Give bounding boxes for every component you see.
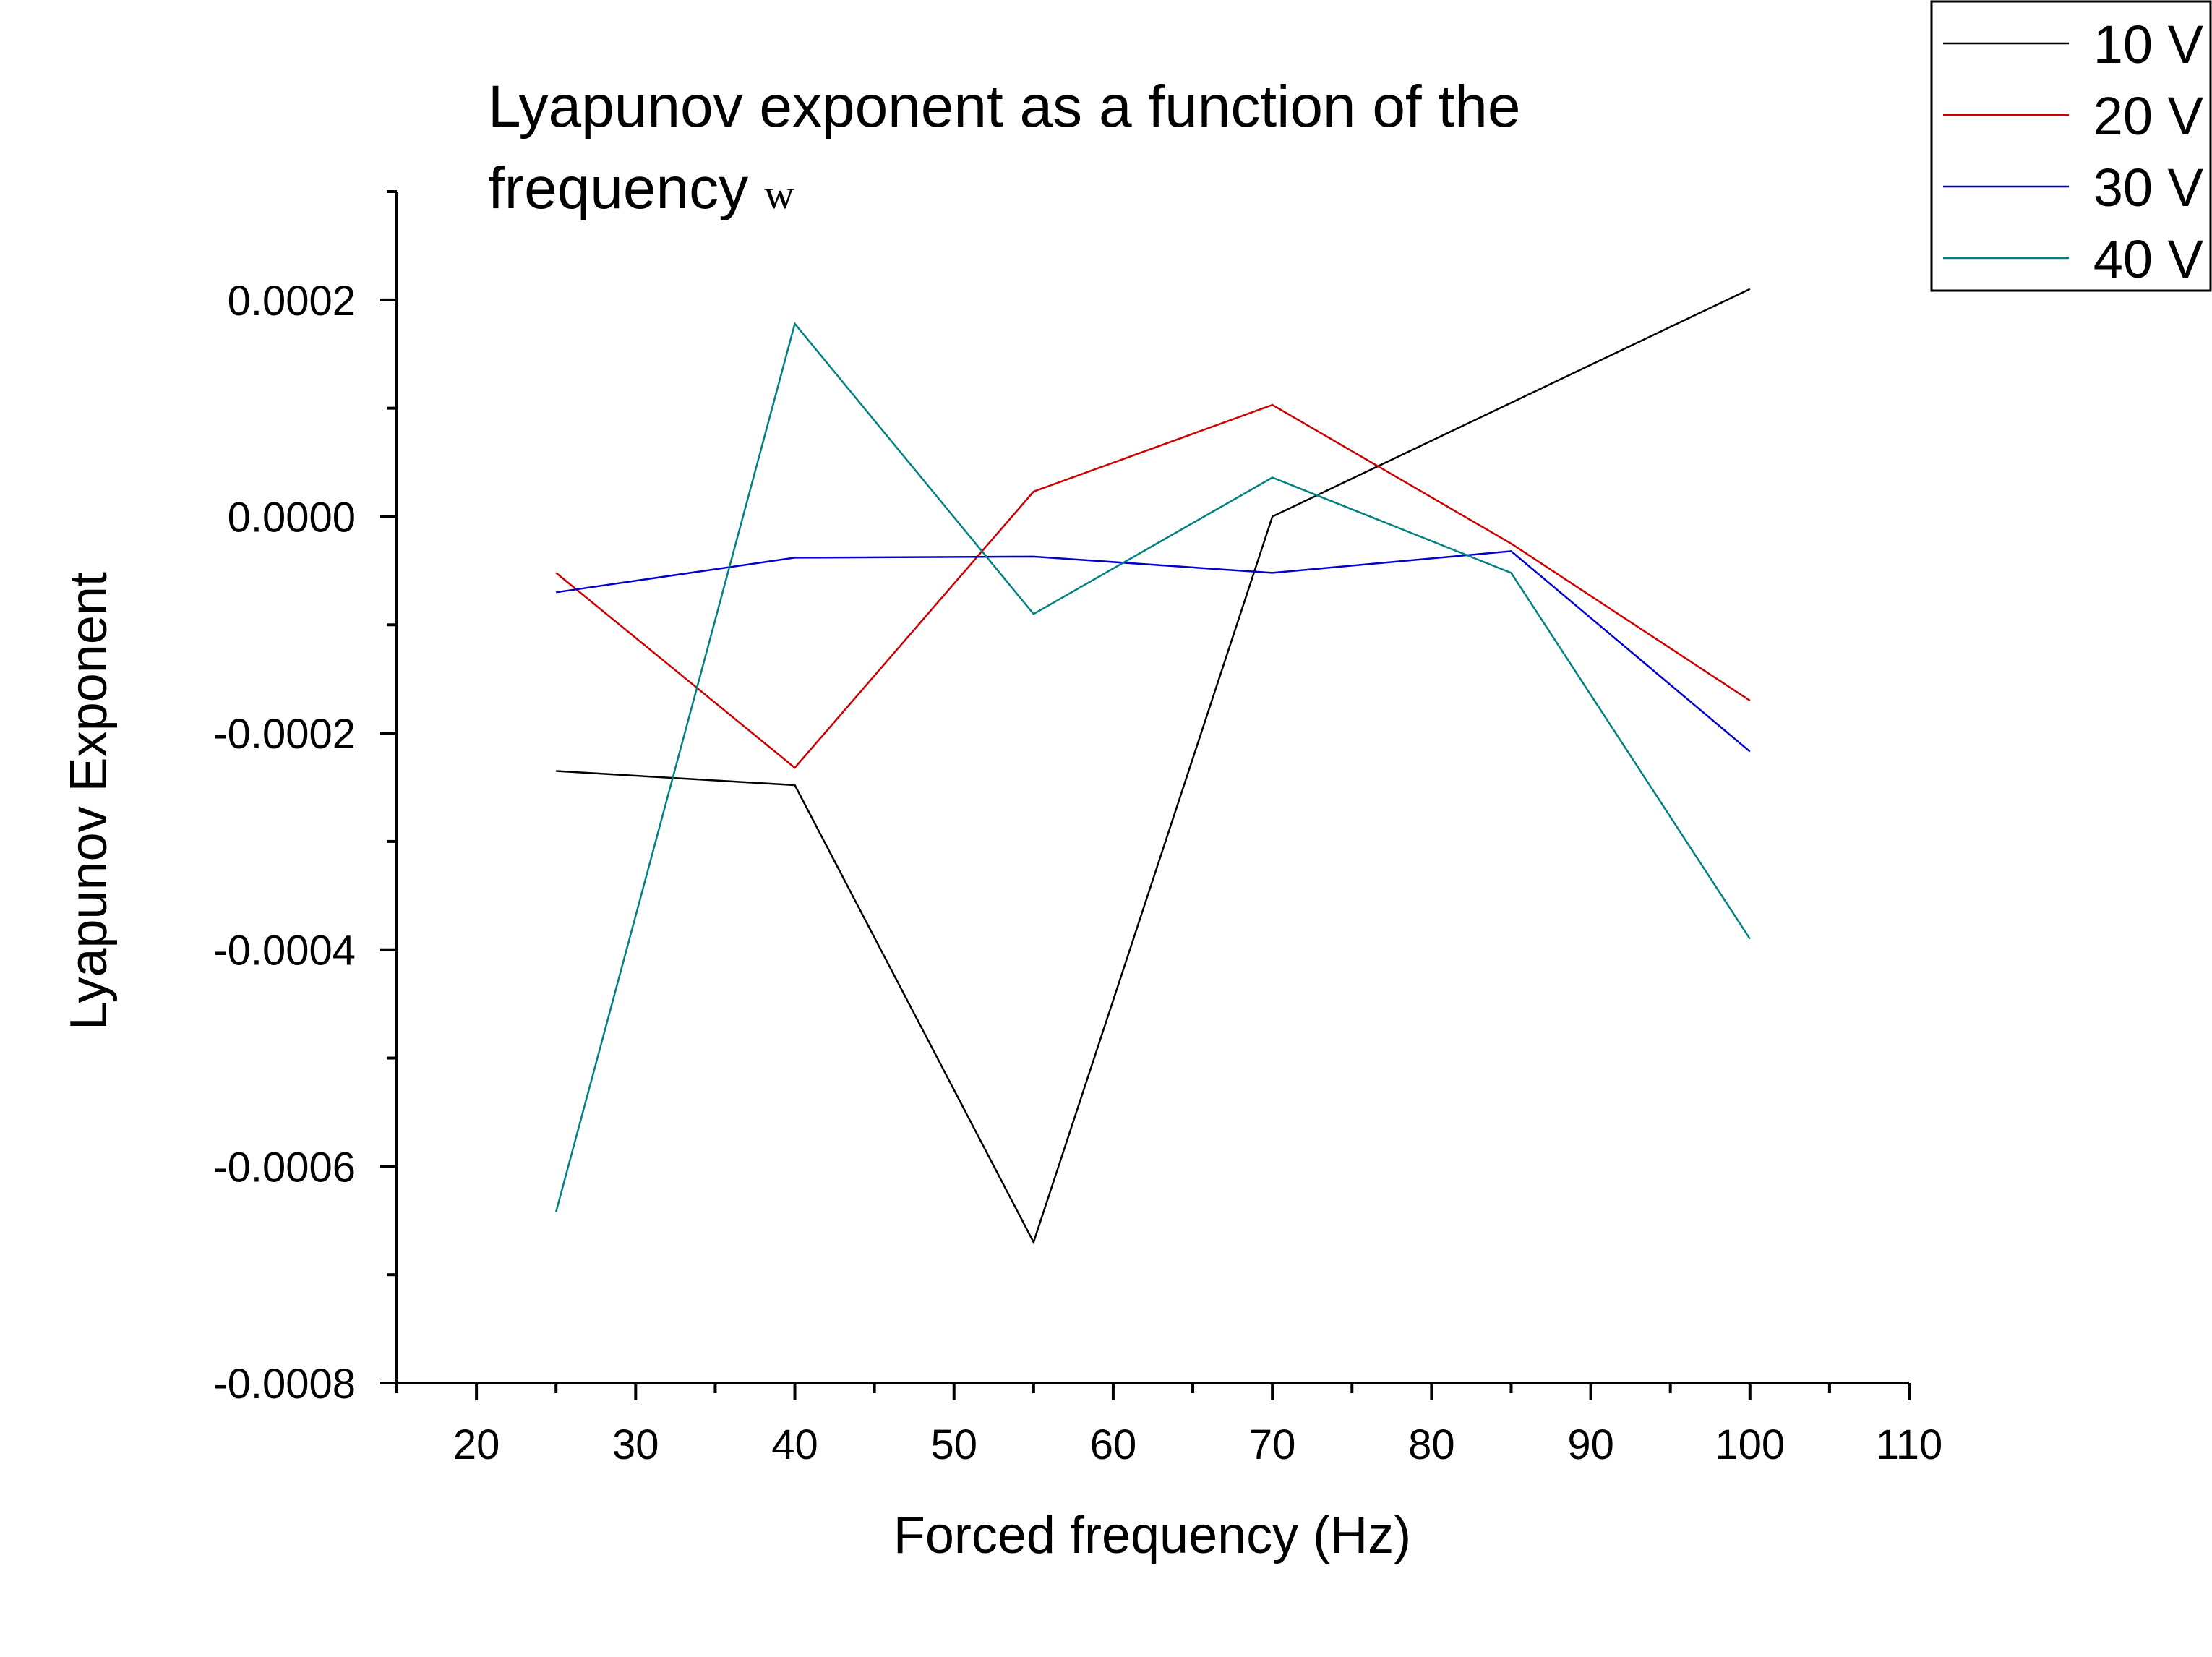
- x-tick-label: 90: [1567, 1421, 1614, 1468]
- legend-box: [1930, 0, 2212, 292]
- chart-title-frequency: frequency: [488, 155, 748, 221]
- legend-label-30-v: 30 V: [2093, 158, 2204, 218]
- x-axis-title: Forced frequency (Hz): [893, 1507, 1411, 1564]
- y-tick-label: -0.0004: [213, 928, 356, 975]
- x-tick-label: 70: [1249, 1421, 1296, 1468]
- x-tick-label: 80: [1408, 1421, 1455, 1468]
- chart-title-line2: frequency w: [488, 155, 794, 221]
- series-line-30-v: [556, 550, 1751, 753]
- x-tick-label: 50: [930, 1421, 977, 1468]
- y-axis-title: Lyapunov Exponent: [60, 572, 118, 1030]
- legend: 10 V 20 V 30 V 40 V: [1930, 0, 2212, 292]
- legend-label-10-v: 10 V: [2093, 14, 2204, 74]
- legend-label-40-v: 40 V: [2093, 229, 2204, 289]
- y-tick-label: -0.0002: [213, 711, 356, 758]
- y-tick-label: -0.0008: [213, 1361, 356, 1408]
- chart-title-omega-symbol: w: [764, 171, 794, 218]
- chart-title: Lyapunov exponent as a function of the: [488, 74, 1520, 140]
- x-tick-label: 20: [453, 1421, 500, 1468]
- axes: 20 30 40 50 60 70 80 90 100 110 0.0002 0.0000 -0.000…: [213, 190, 1942, 1468]
- x-tick-label: 40: [771, 1421, 818, 1468]
- x-tick-label: 110: [1876, 1421, 1942, 1468]
- plot-lines: [554, 288, 1751, 1245]
- series-line-40-v: [554, 322, 1751, 1212]
- x-tick-label: 100: [1715, 1421, 1785, 1468]
- x-tick-label: 60: [1090, 1421, 1137, 1468]
- series-line-20-v: [555, 403, 1751, 769]
- legend-label-20-v: 20 V: [2093, 86, 2204, 146]
- y-tick-label: 0.0000: [228, 494, 356, 541]
- series-line-10-v: [556, 288, 1751, 1245]
- x-tick-label: 30: [612, 1421, 659, 1468]
- y-tick-label: -0.0006: [213, 1144, 356, 1191]
- y-tick-label: 0.0002: [228, 278, 356, 325]
